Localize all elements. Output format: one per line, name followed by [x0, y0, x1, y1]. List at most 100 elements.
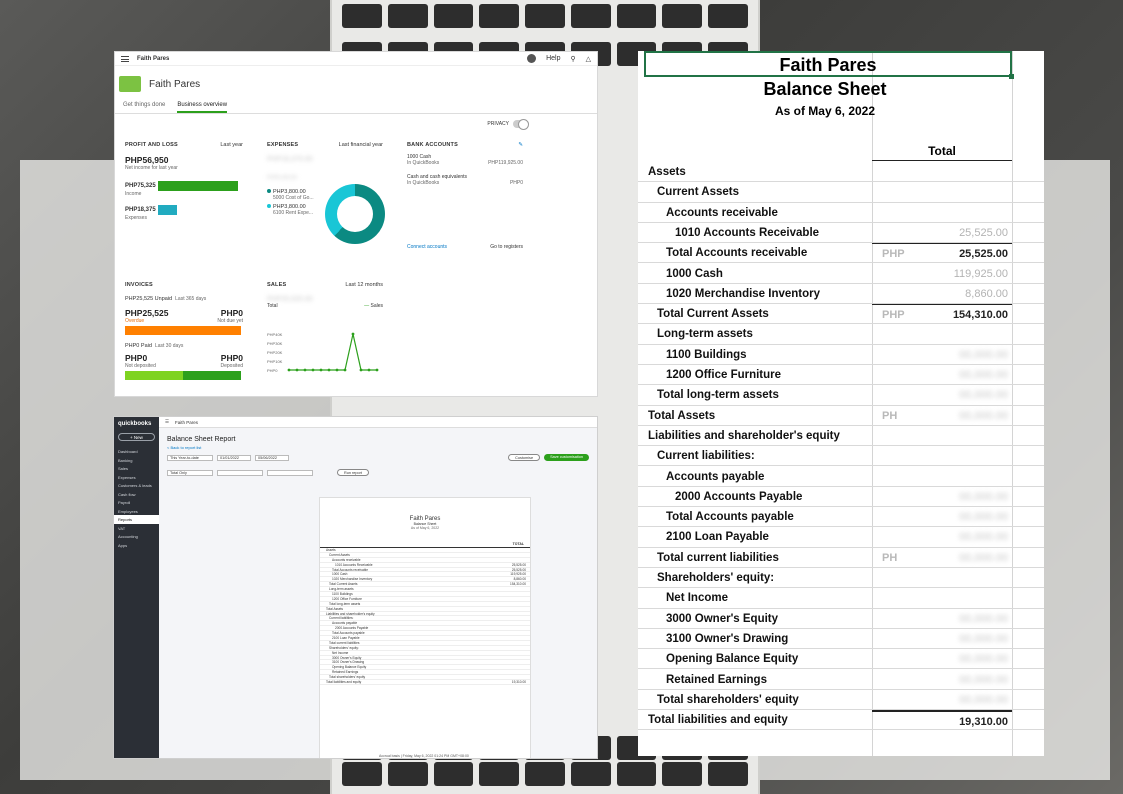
sheet-row[interactable]: Total Accounts payable 00,000.00: [638, 507, 1044, 528]
sales-period-select[interactable]: Last 12 months: [345, 282, 383, 288]
sheet-row-value-cell[interactable]: 00,000.00: [872, 690, 1012, 710]
sheet-row-label[interactable]: 3100 Owner's Drawing: [666, 632, 789, 645]
report-row[interactable]: Liabilities and shareholder's equity: [320, 612, 530, 617]
sheet-row-value-cell[interactable]: [872, 182, 1012, 202]
report-row[interactable]: 1000 Cash 119,925.00: [320, 572, 530, 578]
sheet-row[interactable]: Current Assets: [638, 182, 1044, 203]
sheet-row-label[interactable]: Assets: [648, 166, 686, 178]
report-row[interactable]: 3100 Owner's Drawing: [320, 660, 530, 666]
sheet-row-label[interactable]: 1200 Office Furniture: [666, 369, 782, 381]
report-row[interactable]: Total liabilities and equity 19,310.00: [320, 680, 530, 685]
nav-item-accounting[interactable]: Accounting: [118, 534, 138, 539]
from-date-input[interactable]: 01/01/2022: [217, 454, 251, 461]
search-icon[interactable]: ⚲: [570, 55, 576, 63]
sheet-row[interactable]: Total Assets PH 00,000.00: [638, 406, 1044, 426]
sheet-row-label[interactable]: 1000 Cash: [666, 267, 723, 280]
sheet-row[interactable]: 3000 Owner's Equity 00,000.00: [638, 609, 1044, 629]
sheet-row[interactable]: 1010 Accounts Receivable 25,525.00: [638, 223, 1044, 244]
sheet-row-value-cell[interactable]: 00,000.00: [872, 670, 1012, 690]
sheet-row[interactable]: Opening Balance Equity 00,000.00: [638, 649, 1044, 670]
report-row[interactable]: Total long-term assets: [320, 602, 530, 607]
report-row[interactable]: 1020 Merchandise Inventory 8,860.00: [320, 577, 530, 583]
sheet-row-value-cell[interactable]: [872, 426, 1012, 446]
sheet-row[interactable]: 1100 Buildings 00,000.00: [638, 345, 1044, 365]
deposited-bar[interactable]: [183, 371, 241, 380]
nav-item-banking[interactable]: Banking: [118, 457, 133, 463]
expenses-bar[interactable]: [157, 205, 177, 215]
edit-pencil-icon[interactable]: ✎: [518, 142, 523, 148]
exp-period-select[interactable]: Last financial year: [338, 142, 383, 148]
report-row[interactable]: Total Current Assets 154,310.00: [320, 582, 530, 588]
sheet-row-value-cell[interactable]: 00,000.00: [872, 365, 1012, 385]
save-customization-button[interactable]: Save customisation: [544, 454, 589, 461]
sales-point[interactable]: [287, 368, 291, 372]
sheet-row-value-cell[interactable]: PH 00,000.00: [872, 406, 1012, 426]
sheet-row[interactable]: 1020 Merchandise Inventory 8,860.00: [638, 284, 1044, 305]
overdue-bar[interactable]: [125, 326, 241, 335]
sheet-row-label[interactable]: 3000 Owner's Equity: [666, 612, 779, 625]
report-row[interactable]: 3000 Owner's Equity: [320, 656, 530, 661]
nav-item-cash-flow[interactable]: Cash flow: [118, 491, 136, 497]
sheet-row[interactable]: 3100 Owner's Drawing 00,000.00: [638, 629, 1044, 650]
pl-period-select[interactable]: Last year: [220, 142, 243, 148]
sales-point[interactable]: [335, 368, 339, 372]
sheet-row-value-cell[interactable]: [872, 162, 1012, 182]
report-row[interactable]: Shareholders' equity:: [320, 646, 530, 651]
sheet-row-value-cell[interactable]: 8,860.00: [872, 284, 1012, 304]
sheet-row-label[interactable]: Total Accounts receivable: [666, 247, 808, 260]
sheet-row[interactable]: 2100 Loan Payable 00,000.00: [638, 527, 1044, 548]
sheet-row[interactable]: Accounts receivable: [638, 203, 1044, 223]
sales-point[interactable]: [295, 368, 299, 372]
sheet-row-label[interactable]: Total Current Assets: [657, 308, 769, 321]
sales-point[interactable]: [311, 368, 315, 372]
sheet-row[interactable]: Retained Earnings 00,000.00: [638, 670, 1044, 690]
sheet-row-label[interactable]: 2000 Accounts Payable: [675, 490, 803, 503]
sheet-row-label[interactable]: 1020 Merchandise Inventory: [666, 287, 821, 300]
report-row[interactable]: Assets: [320, 548, 530, 553]
report-row[interactable]: Opening Balance Equity: [320, 665, 530, 671]
sheet-row-value-cell[interactable]: PH 00,000.00: [872, 548, 1012, 568]
report-row[interactable]: 2100 Loan Payable: [320, 636, 530, 641]
sheet-row-value-cell[interactable]: 00,000.00: [872, 649, 1012, 669]
sheet-row[interactable]: Long-term assets: [638, 324, 1044, 345]
sheet-row-label[interactable]: 2100 Loan Payable: [666, 531, 769, 544]
sales-point[interactable]: [359, 368, 363, 372]
cell-fill-handle[interactable]: [1009, 74, 1014, 79]
sheet-row-label[interactable]: Shareholders' equity:: [657, 572, 775, 584]
sheet-row[interactable]: Total liabilities and equity 19,310.00: [638, 710, 1044, 731]
sheet-row[interactable]: Total shareholders' equity 00,000.00: [638, 690, 1044, 711]
tab-business-overview[interactable]: Business overview: [177, 102, 228, 113]
sheet-row-label[interactable]: Total Accounts payable: [666, 511, 794, 524]
connect-accounts-link[interactable]: Connect accounts: [407, 244, 448, 250]
go-to-registers-link[interactable]: Go to registers: [490, 244, 523, 250]
nav-item-customers-leads[interactable]: Customers & leads: [118, 483, 152, 488]
income-bar[interactable]: [157, 181, 238, 191]
sheet-row-label[interactable]: Total long-term assets: [657, 389, 779, 402]
sales-line-chart[interactable]: [287, 332, 383, 378]
customize-button[interactable]: Customise: [508, 454, 541, 461]
sheet-row[interactable]: 1200 Office Furniture 00,000.00: [638, 365, 1044, 386]
run-report-button[interactable]: Run report: [337, 469, 369, 476]
sheet-row[interactable]: Total long-term assets 00,000.00: [638, 385, 1044, 406]
report-row[interactable]: Total Accounts payable: [320, 631, 530, 637]
nav-item-apps[interactable]: Apps: [118, 542, 128, 548]
sheet-row-label[interactable]: Opening Balance Equity: [666, 653, 799, 666]
report-period-select[interactable]: This Year-to-date: [167, 454, 213, 461]
sheet-row-value-cell[interactable]: 00,000.00: [872, 609, 1012, 629]
sheet-row-value-cell[interactable]: 00,000.00: [872, 385, 1012, 405]
sheet-row-label[interactable]: Retained Earnings: [666, 673, 767, 686]
sheet-row[interactable]: Liabilities and shareholder's equity: [638, 426, 1044, 447]
sheet-row-value-cell[interactable]: 119,925.00: [872, 264, 1012, 284]
bank-acct1[interactable]: 1000 Cash: [407, 154, 432, 160]
sheet-row-value-cell[interactable]: [872, 203, 1012, 223]
sheet-row-value-cell[interactable]: [872, 324, 1012, 344]
sheet-row-value-cell[interactable]: PHP 154,310.00: [872, 304, 1012, 324]
sheet-row[interactable]: Total current liabilities PH 00,000.00: [638, 548, 1044, 568]
sheet-row[interactable]: Current liabilities:: [638, 446, 1044, 467]
sheet-row[interactable]: 2000 Accounts Payable 00,000.00: [638, 487, 1044, 508]
sheet-row-label[interactable]: Total shareholders' equity: [657, 693, 799, 706]
sheet-row-value-cell[interactable]: 00,000.00: [872, 487, 1012, 507]
toggle-switch[interactable]: [513, 119, 529, 130]
sheet-row[interactable]: Shareholders' equity:: [638, 568, 1044, 589]
sheet-row-label[interactable]: 1010 Accounts Receivable: [675, 226, 820, 239]
